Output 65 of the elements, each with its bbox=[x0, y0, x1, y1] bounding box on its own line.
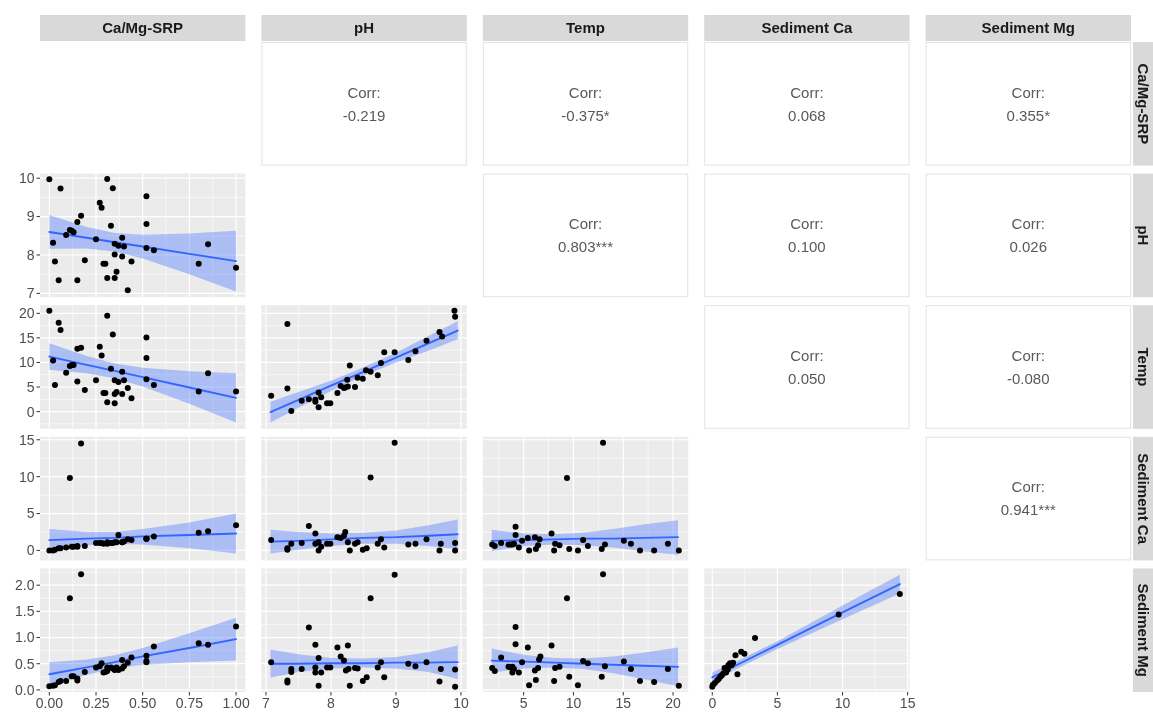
y-tick-label: 15 bbox=[18, 431, 35, 448]
x-tick-label: 8 bbox=[327, 695, 336, 712]
y-tick-label: 0.0 bbox=[15, 681, 35, 698]
text: Corr: bbox=[790, 83, 824, 101]
text: -0.219 bbox=[342, 106, 386, 124]
y-tick-label: 10 bbox=[18, 170, 35, 187]
y-tick-label: 0 bbox=[26, 403, 35, 420]
x-tick-label: 20 bbox=[665, 695, 682, 712]
text: Corr: bbox=[1011, 215, 1045, 233]
text: Corr: bbox=[1011, 346, 1045, 364]
x-tick-label: 7 bbox=[262, 695, 271, 712]
text: pH bbox=[1134, 225, 1152, 246]
y-tick-label: 9 bbox=[26, 208, 35, 225]
text: Corr: bbox=[568, 215, 603, 233]
text: pH bbox=[354, 19, 375, 37]
x-tick-label: 0.75 bbox=[175, 695, 204, 712]
text: 0.941*** bbox=[1000, 501, 1056, 519]
x-tick-label: 10 bbox=[453, 695, 469, 712]
text: 0.050 bbox=[788, 369, 826, 387]
y-tick-label: 10 bbox=[18, 354, 35, 371]
x-tick-label: 5 bbox=[773, 695, 782, 712]
y-tick-label: 20 bbox=[18, 305, 35, 322]
y-tick-label: 8 bbox=[26, 246, 35, 263]
text: -0.080 bbox=[1007, 369, 1050, 387]
text: 0.026 bbox=[1009, 238, 1048, 256]
y-tick-label: 5 bbox=[26, 505, 35, 522]
x-tick-label: 5 bbox=[519, 695, 528, 712]
x-tick-label: 15 bbox=[615, 695, 632, 712]
y-tick-label: 7 bbox=[26, 285, 35, 302]
text: Sediment Mg bbox=[1134, 583, 1152, 677]
text: Corr: bbox=[568, 83, 603, 101]
x-tick-label: 0 bbox=[708, 695, 717, 712]
x-tick-label: 0.00 bbox=[35, 695, 64, 712]
text: Ca/Mg-SRP bbox=[1134, 63, 1152, 145]
text: 0.355* bbox=[1006, 106, 1051, 124]
text: Corr: bbox=[347, 83, 381, 101]
y-tick-label: 0.5 bbox=[15, 655, 35, 672]
x-tick-label: 10 bbox=[834, 695, 851, 712]
x-tick-label: 1.00 bbox=[222, 695, 250, 712]
text: 0.803*** bbox=[557, 238, 614, 256]
text: Corr: bbox=[790, 215, 824, 233]
text: Corr: bbox=[1011, 478, 1045, 496]
text: 0.068 bbox=[788, 106, 826, 124]
x-tick-label: 10 bbox=[565, 695, 582, 712]
y-tick-label: 0 bbox=[26, 542, 35, 559]
text: 0.100 bbox=[788, 238, 826, 256]
text: Corr: bbox=[1011, 83, 1045, 101]
x-tick-label: 15 bbox=[899, 695, 916, 712]
x-tick-label: 0.50 bbox=[129, 695, 157, 712]
x-tick-label: 9 bbox=[392, 695, 401, 712]
text: Sediment Ca bbox=[761, 19, 853, 37]
y-tick-label: 10 bbox=[18, 468, 35, 485]
text: -0.375* bbox=[561, 106, 610, 124]
x-tick-label: 0.25 bbox=[82, 695, 110, 712]
text: Temp bbox=[566, 19, 605, 37]
text: Sediment Ca bbox=[1134, 453, 1152, 545]
text: Corr: bbox=[790, 346, 824, 364]
y-tick-label: 2.0 bbox=[15, 577, 35, 594]
y-tick-label: 1.5 bbox=[15, 603, 35, 620]
y-tick-label: 15 bbox=[18, 329, 35, 346]
y-tick-label: 5 bbox=[26, 378, 35, 395]
text: Temp bbox=[1134, 347, 1152, 387]
text: Sediment Mg bbox=[981, 19, 1075, 37]
text: Ca/Mg-SRP bbox=[102, 19, 184, 37]
y-tick-label: 1.0 bbox=[15, 629, 35, 646]
